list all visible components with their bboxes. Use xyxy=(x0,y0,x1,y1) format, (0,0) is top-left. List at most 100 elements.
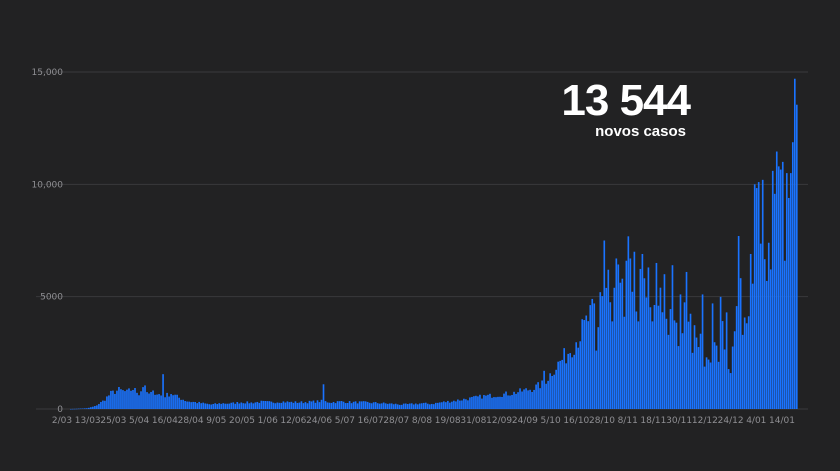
bar-day-261 xyxy=(593,303,595,409)
bar-day-8 xyxy=(86,408,88,409)
bar-day-171 xyxy=(413,404,415,409)
bar-day-23 xyxy=(116,391,118,409)
bar-day-82 xyxy=(234,404,236,409)
bar-day-307 xyxy=(686,272,688,409)
bar-day-49 xyxy=(168,397,170,409)
bar-day-227 xyxy=(525,388,527,409)
bar-day-282 xyxy=(636,311,638,409)
bar-day-158 xyxy=(387,404,389,409)
bar-day-191 xyxy=(453,401,455,409)
bar-day-118 xyxy=(307,403,309,409)
bar-day-129 xyxy=(329,403,331,409)
bar-day-300 xyxy=(672,265,674,409)
bar-day-253 xyxy=(577,348,579,409)
bar-day-284 xyxy=(640,269,642,409)
bar-day-10 xyxy=(90,407,92,409)
bar-day-173 xyxy=(417,404,419,409)
bar-day-267 xyxy=(605,288,607,409)
bar-day-147 xyxy=(365,401,367,409)
bar-day-360 xyxy=(792,142,794,409)
bar-day-240 xyxy=(551,376,553,409)
bar-day-174 xyxy=(419,404,421,409)
bar-day-289 xyxy=(650,307,652,409)
bar-day-247 xyxy=(565,363,567,409)
bar-day-309 xyxy=(690,314,692,409)
bar-day-238 xyxy=(547,381,549,409)
bar-day-15 xyxy=(100,402,102,409)
bar-day-109 xyxy=(289,402,291,409)
bar-day-217 xyxy=(505,392,507,409)
bar-day-262 xyxy=(595,351,597,409)
bar-day-100 xyxy=(271,402,273,409)
bar-day-92 xyxy=(255,402,257,409)
bar-day-42 xyxy=(154,395,156,409)
bar-day-260 xyxy=(591,299,593,409)
bar-day-330 xyxy=(732,347,734,409)
bar-day-232 xyxy=(535,385,537,409)
y-tick-label: 5000 xyxy=(40,293,63,303)
y-tick-label: 0 xyxy=(57,405,63,415)
bar-day-195 xyxy=(461,400,463,409)
bar-day-254 xyxy=(579,341,581,409)
bar-day-59 xyxy=(188,402,190,409)
bar-day-220 xyxy=(511,395,513,409)
bar-day-210 xyxy=(491,398,493,409)
x-tick-label: 8/08 xyxy=(412,416,432,426)
bar-day-176 xyxy=(423,403,425,409)
bar-day-67 xyxy=(204,403,206,409)
bar-day-155 xyxy=(381,403,383,409)
bar-day-103 xyxy=(277,403,279,409)
bar-day-51 xyxy=(172,395,174,409)
bar-day-302 xyxy=(676,323,678,409)
bar-day-312 xyxy=(696,338,698,409)
bar-day-324 xyxy=(720,297,722,409)
bar-day-283 xyxy=(638,321,640,409)
bar-day-310 xyxy=(692,353,694,409)
bar-day-216 xyxy=(503,394,505,409)
bar-day-358 xyxy=(788,198,790,409)
bar-day-183 xyxy=(437,403,439,409)
bar-day-142 xyxy=(355,401,357,409)
bar-day-229 xyxy=(529,390,531,409)
bar-day-204 xyxy=(479,395,481,409)
bar-day-346 xyxy=(764,259,766,409)
bar-day-37 xyxy=(144,385,146,409)
bar-day-12 xyxy=(94,406,96,409)
bar-day-96 xyxy=(263,401,265,409)
bar-day-163 xyxy=(397,404,399,409)
bar-day-140 xyxy=(351,403,353,409)
bar-day-206 xyxy=(483,395,485,409)
bar-day-313 xyxy=(698,347,700,409)
bar-day-57 xyxy=(184,401,186,409)
x-tick-label: 5/10 xyxy=(540,416,560,426)
bar-day-178 xyxy=(427,404,429,409)
bar-day-198 xyxy=(467,400,469,409)
bar-day-64 xyxy=(198,402,200,409)
bar-day-244 xyxy=(559,361,561,409)
bar-day-182 xyxy=(435,403,437,409)
bar-day-144 xyxy=(359,401,361,409)
bar-day-319 xyxy=(710,363,712,409)
bar-day-133 xyxy=(337,401,339,409)
bar-day-207 xyxy=(485,396,487,409)
bar-day-326 xyxy=(724,349,726,409)
new-cases-count: 13 544 xyxy=(520,78,690,124)
bar-day-134 xyxy=(339,401,341,409)
x-tick-label: 8/11 xyxy=(618,416,638,426)
bar-day-55 xyxy=(180,400,182,409)
bar-day-181 xyxy=(433,404,435,409)
bar-day-258 xyxy=(587,321,589,409)
bar-day-81 xyxy=(232,402,234,409)
bar-day-40 xyxy=(150,392,152,409)
bar-day-112 xyxy=(295,401,297,409)
bar-day-13 xyxy=(96,405,98,409)
x-tick-label: 5/04 xyxy=(129,416,149,426)
bar-day-249 xyxy=(569,353,571,409)
bar-day-239 xyxy=(549,373,551,409)
bar-day-251 xyxy=(573,355,575,409)
bar-day-279 xyxy=(630,258,632,409)
bar-day-136 xyxy=(343,402,345,409)
bar-day-27 xyxy=(124,391,126,409)
bar-day-213 xyxy=(497,397,499,409)
bar-day-185 xyxy=(441,402,443,409)
